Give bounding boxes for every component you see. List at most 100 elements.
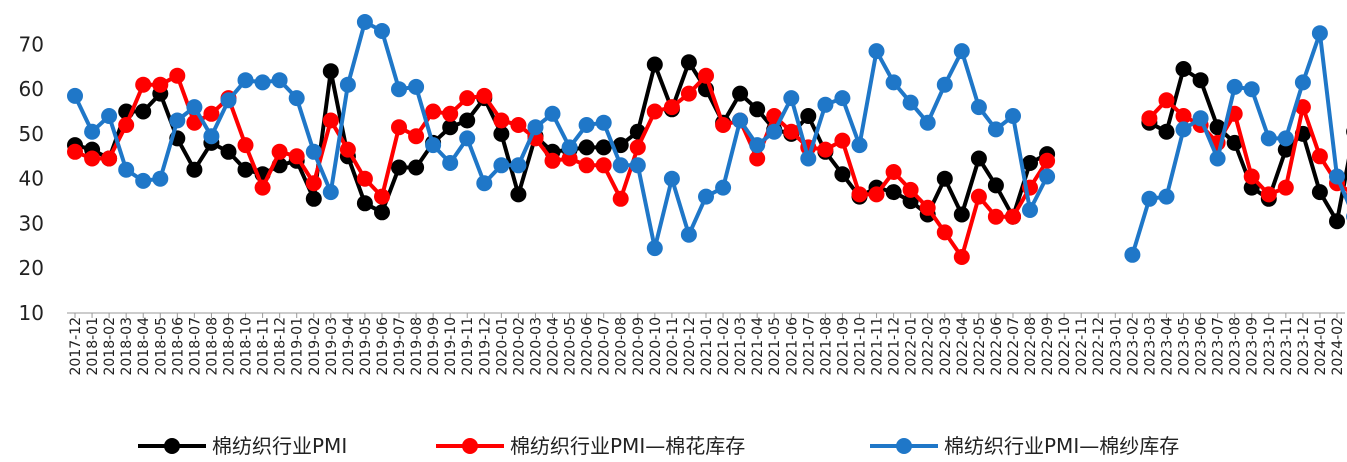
series-0-point[interactable]	[510, 186, 527, 203]
series-2-point[interactable]	[442, 155, 459, 171]
series-1-point[interactable]	[135, 76, 152, 93]
series-1-point[interactable]	[476, 87, 493, 104]
series-2-point[interactable]	[493, 157, 510, 174]
series-2-point[interactable]	[544, 105, 561, 122]
series-2-point[interactable]	[1329, 168, 1345, 185]
legend-item-2[interactable]: 棉纺织行业PMI—棉纱库存	[870, 434, 1179, 458]
series-0-point[interactable]	[237, 161, 254, 178]
series-0-point[interactable]	[885, 184, 902, 201]
series-1-point[interactable]	[356, 170, 373, 187]
series-2-point[interactable]	[101, 108, 118, 124]
series-1-point[interactable]	[1243, 168, 1260, 185]
series-1-point[interactable]	[374, 188, 390, 205]
series-2-point[interactable]	[1124, 246, 1141, 263]
series-0-point[interactable]	[680, 54, 697, 71]
series-1-point[interactable]	[254, 179, 271, 196]
series-2-point[interactable]	[834, 90, 851, 107]
series-0-point[interactable]	[374, 204, 390, 221]
series-1-point[interactable]	[425, 103, 442, 120]
series-1-point[interactable]	[919, 199, 936, 216]
series-2-point[interactable]	[1192, 110, 1209, 127]
series-2-point[interactable]	[612, 157, 629, 174]
series-1-point[interactable]	[203, 105, 220, 122]
series-1-point[interactable]	[885, 164, 902, 180]
series-0-point[interactable]	[459, 112, 476, 129]
series-2-point[interactable]	[339, 76, 356, 93]
series-2-point[interactable]	[629, 157, 646, 174]
series-0-point[interactable]	[1158, 123, 1175, 140]
series-2-point[interactable]	[595, 114, 612, 131]
series-2-point[interactable]	[1277, 130, 1294, 147]
series-2-point[interactable]	[1243, 81, 1260, 98]
series-2-point[interactable]	[868, 43, 885, 60]
series-2-point[interactable]	[885, 74, 902, 91]
series-0-point[interactable]	[987, 177, 1004, 194]
series-2-point[interactable]	[953, 43, 970, 60]
series-2-point[interactable]	[663, 170, 680, 187]
series-1-point[interactable]	[1005, 208, 1021, 225]
series-1-point[interactable]	[987, 208, 1004, 225]
series-2-point[interactable]	[1175, 121, 1192, 138]
series-0-point[interactable]	[732, 85, 749, 102]
series-1-point[interactable]	[953, 249, 970, 265]
series-1-point[interactable]	[544, 152, 561, 169]
series-2-point[interactable]	[919, 114, 936, 131]
series-1-point[interactable]	[578, 157, 595, 174]
series-2-point[interactable]	[732, 112, 749, 129]
series-2-point[interactable]	[391, 81, 407, 98]
series-1-point[interactable]	[698, 67, 714, 84]
series-2-point[interactable]	[288, 90, 305, 107]
series-2-point[interactable]	[356, 14, 373, 30]
series-1-point[interactable]	[510, 117, 527, 133]
series-1-point[interactable]	[1277, 179, 1294, 196]
series-2-point[interactable]	[152, 170, 169, 187]
series-2-point[interactable]	[1209, 150, 1226, 167]
series-0-point[interactable]	[493, 125, 510, 142]
series-1-point[interactable]	[408, 128, 425, 145]
series-2-point[interactable]	[237, 72, 254, 89]
series-1-point[interactable]	[152, 76, 169, 93]
series-2-point[interactable]	[936, 76, 953, 93]
series-0-point[interactable]	[902, 193, 919, 210]
series-2-point[interactable]	[817, 96, 834, 113]
series-1-point[interactable]	[391, 119, 407, 136]
series-1-point[interactable]	[629, 139, 646, 156]
series-0-point[interactable]	[749, 101, 766, 118]
series-1-point[interactable]	[902, 181, 919, 198]
series-1-point[interactable]	[442, 105, 459, 122]
series-2-point[interactable]	[749, 137, 766, 154]
series-2-point[interactable]	[220, 92, 237, 109]
series-0-point[interactable]	[646, 56, 663, 73]
series-2-point[interactable]	[459, 130, 476, 147]
series-0-point[interactable]	[186, 161, 203, 178]
series-1-point[interactable]	[1141, 110, 1158, 127]
series-0-point[interactable]	[936, 170, 953, 187]
series-1-point[interactable]	[817, 141, 834, 158]
series-1-point[interactable]	[288, 148, 305, 165]
series-0-point[interactable]	[220, 143, 237, 160]
series-0-point[interactable]	[391, 159, 407, 176]
series-2-point[interactable]	[118, 161, 135, 178]
series-1-point[interactable]	[715, 117, 732, 133]
series-0-point[interactable]	[1277, 141, 1294, 158]
series-0-point[interactable]	[595, 139, 612, 156]
series-2-point[interactable]	[510, 157, 527, 174]
series-2-point[interactable]	[646, 240, 663, 257]
series-1-point[interactable]	[561, 150, 578, 167]
series-0-point[interactable]	[322, 63, 339, 80]
series-1-point[interactable]	[851, 186, 868, 203]
series-0-point[interactable]	[135, 103, 152, 120]
series-2-point[interactable]	[902, 94, 919, 111]
series-0-point[interactable]	[834, 166, 851, 183]
series-2-point[interactable]	[970, 99, 987, 116]
series-0-point[interactable]	[305, 190, 322, 207]
series-0-point[interactable]	[970, 150, 987, 167]
series-2-point[interactable]	[1039, 168, 1056, 185]
series-1-point[interactable]	[868, 186, 885, 203]
series-1-point[interactable]	[1039, 152, 1056, 169]
series-1-point[interactable]	[118, 117, 135, 133]
series-2-point[interactable]	[698, 188, 714, 205]
series-2-point[interactable]	[1141, 190, 1158, 207]
series-0-point[interactable]	[1022, 155, 1038, 171]
series-0-point[interactable]	[612, 137, 629, 154]
